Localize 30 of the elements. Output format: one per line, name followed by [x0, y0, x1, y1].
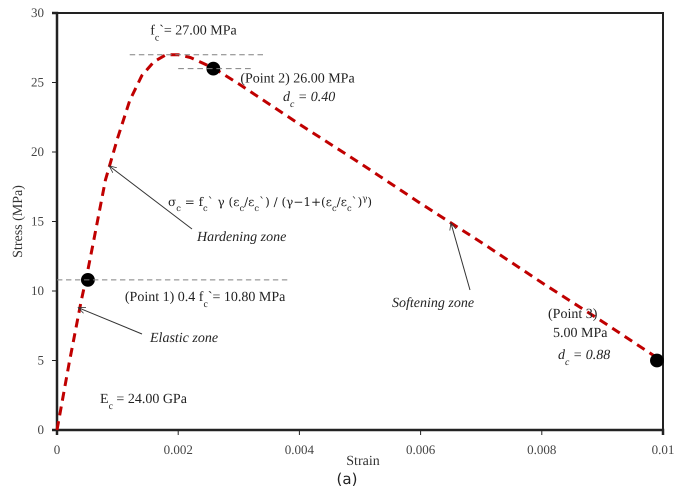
- annotation: f$_{c}$`= 27.00 MPa: [150, 24, 238, 44]
- x-tick-label: 0: [54, 442, 60, 458]
- annotation: (Point 2) 26.00 MPa: [240, 72, 356, 87]
- x-tick-label: 0.01: [652, 442, 674, 458]
- y-tick-label: 15: [31, 214, 44, 229]
- annotation: d$_{c}$ = 0.40: [283, 90, 336, 110]
- text: (a): [336, 470, 358, 488]
- x-axis-title: Strain: [346, 454, 380, 469]
- x-tick-label: 0.008: [527, 442, 556, 458]
- x-tick-label: 0.002: [164, 442, 193, 458]
- text: σ$_{c}$ = f$_{c}$` γ (ε$_{c}$/ε$_{c}$`) / (γ−1+(ε$_{c}$/ε$_{c}$`)$^{γ}$): [168, 193, 372, 213]
- annotation: Elastic zone: [149, 331, 218, 346]
- annotation: E$_{c}$ = 24.00 GPa: [100, 392, 188, 412]
- point: [650, 354, 664, 368]
- annotation: (Point 1) 0.4 f$_{c}$`= 10.80 MPa: [124, 290, 286, 310]
- annotation: d$_{c}$ = 0.88: [558, 348, 610, 368]
- y-tick-label: 0: [38, 422, 44, 438]
- annotation: Hardening zone: [196, 230, 286, 245]
- annotation: 5.00 MPa: [553, 326, 608, 341]
- y-tick-label: 25: [31, 74, 44, 90]
- x-tick-label: 0.006: [406, 442, 436, 458]
- x-tick-label: 0.004: [284, 442, 315, 458]
- y-tick-label: 5: [38, 352, 44, 368]
- annotation: Softening zone: [392, 296, 474, 311]
- y-tick-label: 20: [31, 144, 44, 160]
- y-tick-label: 30: [31, 5, 44, 20]
- point: [206, 62, 220, 76]
- y-tick-label: 10: [31, 283, 44, 298]
- y-axis-title: Stress (MPa): [11, 184, 26, 258]
- point: [80, 272, 95, 287]
